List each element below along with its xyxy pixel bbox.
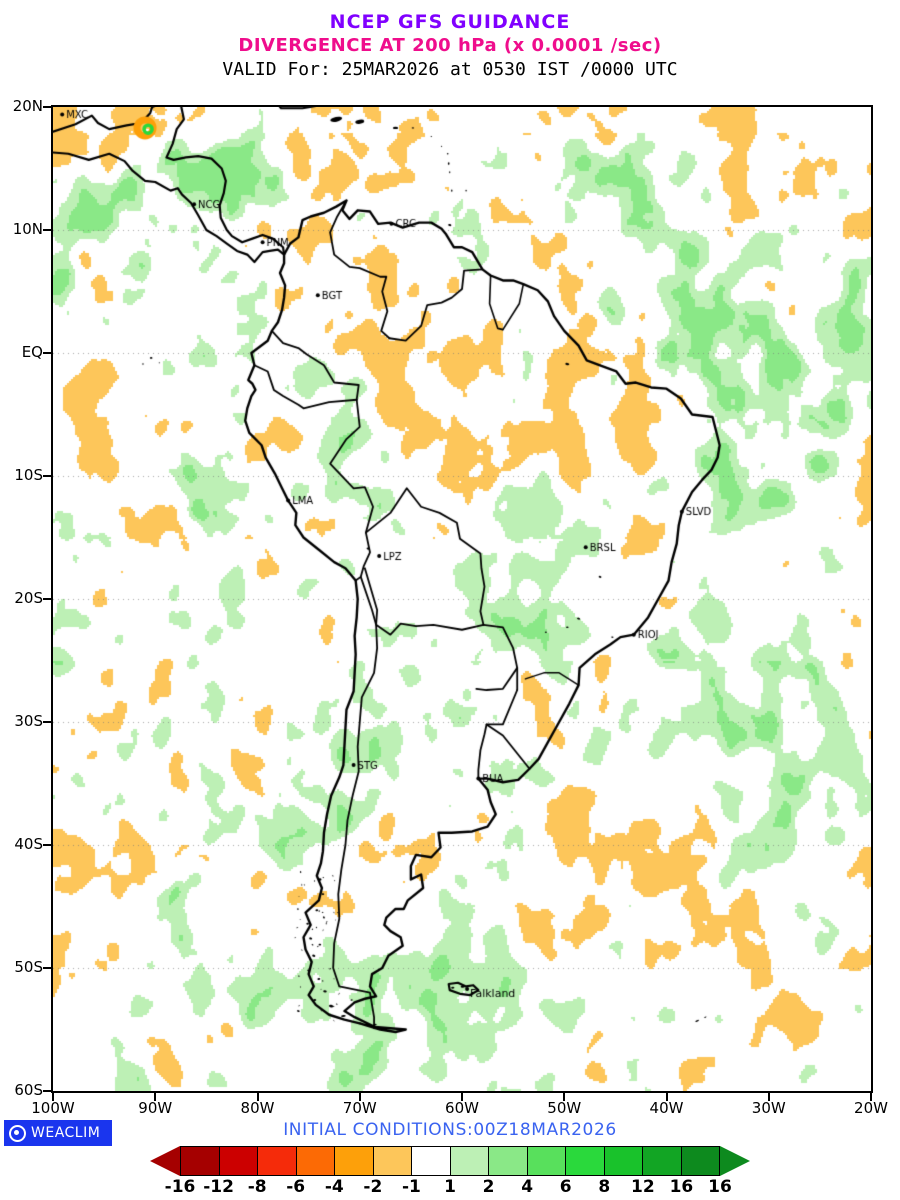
x-axis-tick — [563, 1093, 566, 1101]
colorbar-tick: 1 — [444, 1177, 456, 1197]
colorbar-cell — [680, 1146, 720, 1176]
y-axis-label: 10N — [12, 220, 43, 238]
x-axis-label: 70W — [342, 1099, 377, 1117]
page-title-model: NCEP GFS GUIDANCE — [329, 11, 571, 33]
x-axis-tick — [154, 1093, 157, 1101]
colorbar-cells — [180, 1146, 720, 1176]
x-axis-tick — [767, 1093, 770, 1101]
y-axis-tick — [43, 106, 51, 108]
x-axis-label: 100W — [31, 1099, 75, 1117]
divergence-field-canvas — [53, 107, 871, 1091]
x-axis-tick — [870, 1093, 872, 1101]
weaclim-label: WEACLIM — [31, 1125, 101, 1141]
y-axis-tick — [43, 844, 51, 846]
x-axis-tick — [665, 1093, 668, 1101]
colorbar-under-arrow — [150, 1146, 180, 1176]
y-axis-tick — [43, 721, 51, 723]
x-axis-tick — [358, 1093, 361, 1101]
colorbar-tick: -12 — [203, 1177, 234, 1197]
colorbar-tick: -6 — [286, 1177, 306, 1197]
x-axis-label: 40W — [649, 1099, 684, 1117]
x-axis-tick — [256, 1093, 259, 1101]
colorbar-cell — [449, 1146, 488, 1176]
y-axis-tick — [43, 598, 51, 600]
colorbar-cell — [526, 1146, 565, 1176]
y-axis-label: 60S — [14, 1081, 43, 1099]
colorbar-tick: -2 — [363, 1177, 383, 1197]
x-axis-label: 50W — [547, 1099, 582, 1117]
y-axis-tick — [43, 475, 51, 477]
initial-conditions-label: INITIAL CONDITIONS:00Z18MAR2026 — [283, 1120, 617, 1140]
colorbar-tick: -16 — [164, 1177, 196, 1197]
colorbar-over-arrow — [720, 1146, 750, 1176]
page-title-variable: DIVERGENCE AT 200 hPa (x 0.0001 /sec) — [238, 35, 662, 56]
x-axis-label: 20W — [854, 1099, 888, 1117]
colorbar-tick: 8 — [598, 1177, 611, 1197]
colorbar-cell — [334, 1146, 373, 1176]
y-axis-tick — [43, 967, 51, 969]
x-axis-label: 90W — [138, 1099, 173, 1117]
colorbar-tick: 16 — [708, 1177, 732, 1197]
x-axis-tick — [461, 1093, 463, 1101]
y-axis-label: 10S — [14, 466, 43, 484]
title-block: NCEP GFS GUIDANCE DIVERGENCE AT 200 hPa … — [0, 0, 900, 82]
y-axis-tick — [43, 229, 51, 231]
page-title-validtime: VALID For: 25MAR2026 at 0530 IST /0000 U… — [222, 59, 678, 80]
x-axis-tick — [52, 1093, 54, 1101]
y-axis-label: 30S — [14, 712, 43, 730]
colorbar-tick: 6 — [559, 1177, 572, 1197]
colorbar-tick: 2 — [482, 1177, 495, 1197]
colorbar-tick: -8 — [247, 1177, 267, 1197]
y-axis-label: 20S — [14, 589, 43, 607]
y-axis-tick — [43, 1090, 51, 1092]
colorbar[interactable]: -12 -8 -6 -4 -2 -1 1 2 4 6 8 12 16 -16 16 — [150, 1146, 750, 1197]
colorbar-tick: 4 — [521, 1177, 534, 1197]
colorbar-tick: -4 — [324, 1177, 344, 1197]
y-axis-label: EQ — [21, 343, 43, 361]
x-axis-label: 80W — [240, 1099, 275, 1117]
colorbar-tick: 16 — [669, 1177, 694, 1197]
map-plot-area[interactable] — [51, 105, 873, 1093]
colorbar-cell — [488, 1146, 527, 1176]
y-axis-label: 50S — [14, 958, 43, 976]
colorbar-cell — [603, 1146, 642, 1176]
x-axis-label: 30W — [751, 1099, 786, 1117]
x-axis-label: 60W — [445, 1099, 479, 1117]
weaclim-logo[interactable]: WEACLIM — [4, 1120, 112, 1146]
colorbar-tick: 12 — [631, 1177, 655, 1197]
y-axis-tick — [43, 352, 51, 354]
colorbar-cell — [372, 1146, 411, 1176]
colorbar-cell — [180, 1146, 219, 1176]
colorbar-tick-labels: -12 -8 -6 -4 -2 -1 1 2 4 6 8 12 16 -16 16 — [165, 1177, 732, 1197]
y-axis-label: 20N — [12, 97, 43, 115]
colorbar-tick: -1 — [401, 1177, 421, 1197]
colorbar-cell — [295, 1146, 334, 1176]
colorbar-cell — [218, 1146, 257, 1176]
copyright-circle-icon — [9, 1124, 26, 1142]
colorbar-cell — [565, 1146, 604, 1176]
colorbar-cell — [257, 1146, 296, 1176]
colorbar-cell — [642, 1146, 681, 1176]
y-axis-label: 40S — [14, 835, 43, 853]
colorbar-cell — [411, 1146, 450, 1176]
